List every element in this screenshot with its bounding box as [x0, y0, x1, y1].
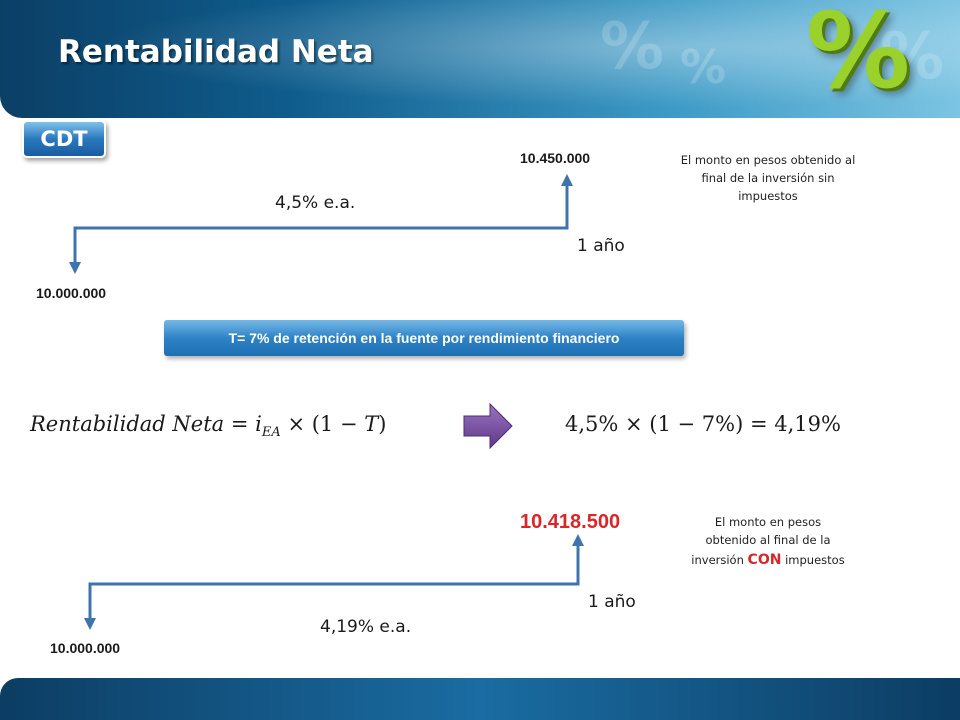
bottom-cashflow-line [88, 544, 580, 624]
top-note: El monto en pesos obtenido al final de l… [680, 153, 856, 203]
top-down-arrowhead [69, 262, 81, 274]
header-banner: % % % % Rentabilidad Neta [0, 0, 960, 118]
formula-close: ) [378, 412, 387, 436]
top-rate-label: 4,5% e.a. [275, 193, 356, 213]
retention-banner: T= 7% de retención en la fuente por rend… [164, 320, 684, 356]
bottom-note: El monto en pesos obtenido al final de l… [673, 513, 863, 569]
percent-watermark-icon: % [600, 10, 665, 84]
net-return-formula: Rentabilidad Neta = iEA × (1 − T) [30, 412, 386, 440]
bottom-rate-label: 4,19% e.a. [320, 617, 412, 637]
percent-icon: % [806, 0, 911, 112]
top-cashflow-diagram [69, 174, 573, 274]
top-final-amount: 10.450.000 [520, 150, 591, 166]
cdt-badge: CDT [22, 120, 106, 158]
top-initial-amount: 10.000.000 [36, 285, 107, 301]
bottom-up-arrowhead [572, 534, 584, 546]
bottom-note-line3: inversión CON impuestos [673, 551, 863, 569]
bottom-initial-amount: 10.000.000 [50, 640, 121, 656]
formula-lhs: Rentabilidad Neta [30, 412, 225, 436]
bottom-period-label: 1 año [588, 592, 636, 612]
footer-banner [0, 678, 960, 720]
bottom-note-line2: obtenido al final de la [705, 533, 831, 547]
top-up-arrowhead [561, 174, 573, 186]
net-return-result: 4,5% × (1 − 7%) = 4,19% [565, 412, 841, 436]
top-cashflow-line [73, 184, 569, 268]
purple-arrow-icon [463, 402, 513, 450]
formula-rest: × (1 − [287, 412, 365, 436]
bottom-note-line1: El monto en pesos [714, 515, 822, 529]
bottom-final-amount: 10.418.500 [520, 511, 621, 533]
percent-watermark-icon: % [680, 40, 727, 94]
top-period-label: 1 año [577, 236, 625, 256]
page-title: Rentabilidad Neta [58, 34, 374, 70]
formula-equals: = [230, 412, 256, 436]
formula-T: T [364, 412, 379, 436]
bottom-cashflow-diagram [84, 534, 584, 630]
percent-watermark-icon: % [880, 20, 945, 94]
bottom-down-arrowhead [84, 618, 96, 630]
bottom-note-emphasis: CON [747, 552, 782, 568]
bottom-note-line3-pre: inversión [691, 553, 748, 567]
bottom-note-line3-post: impuestos [781, 553, 845, 567]
formula-sub: EA [261, 425, 281, 441]
formula-i: i [255, 412, 262, 436]
header-glow [0, 0, 960, 118]
